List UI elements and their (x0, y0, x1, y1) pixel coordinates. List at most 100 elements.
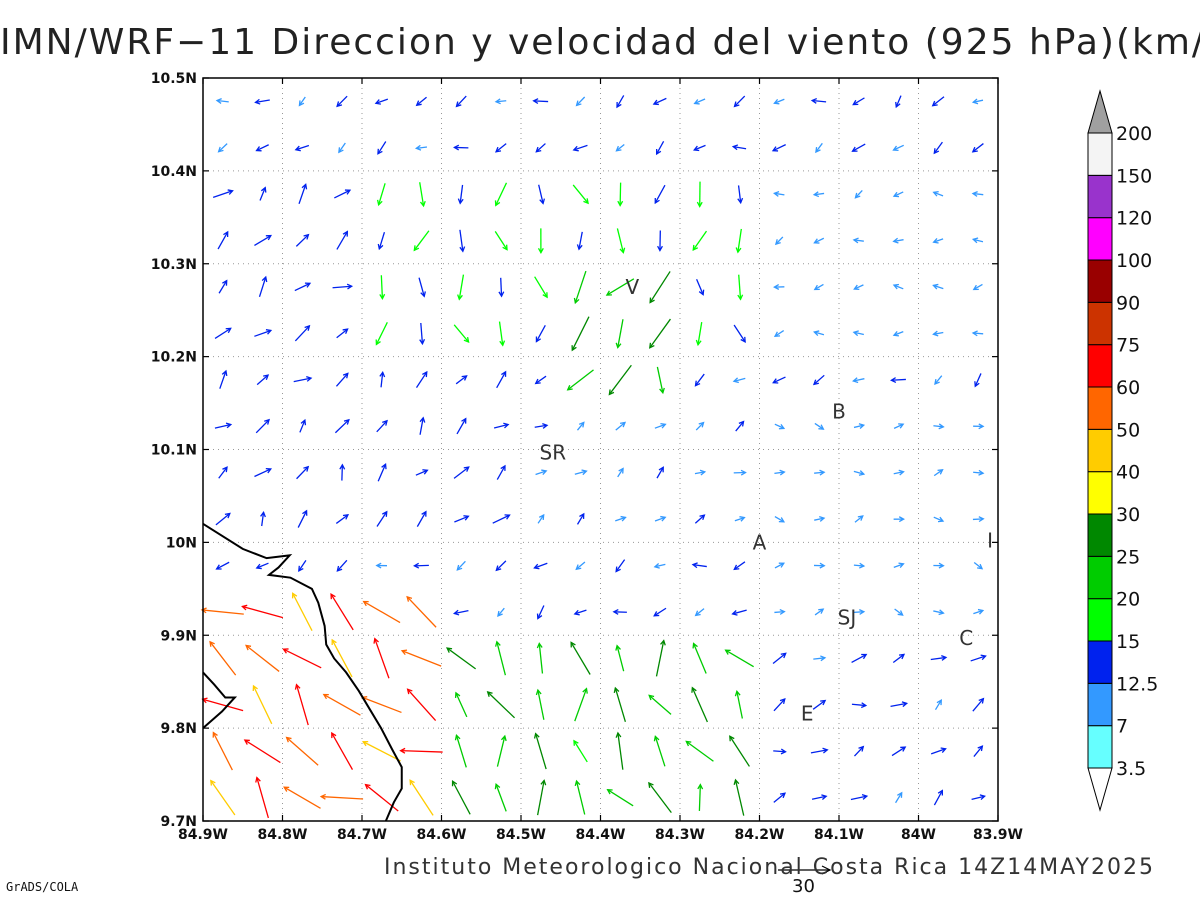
wind-arrow-shaft (534, 276, 548, 298)
wind-arrow (655, 639, 666, 677)
wind-arrow (733, 324, 746, 343)
wind-arrow (654, 422, 667, 429)
wind-arrow (737, 185, 744, 205)
wind-arrow (364, 783, 399, 812)
wind-arrow-head (494, 640, 501, 647)
wind-arrow (362, 600, 401, 624)
wind-arrow-shaft (774, 471, 785, 475)
wind-arrow-head (534, 378, 541, 385)
wind-arrow-shaft (895, 792, 903, 804)
wind-arrow-head (858, 745, 865, 752)
wind-arrow-shaft (496, 371, 507, 389)
wind-arrow (571, 316, 590, 352)
wind-arrow-head (648, 694, 655, 701)
wind-arrow (648, 694, 672, 715)
lon-label: 84.8W (258, 827, 308, 843)
wind-arrow-head (977, 563, 984, 570)
wind-arrow-head (740, 336, 746, 343)
wind-arrow (934, 375, 943, 386)
wind-arrow (419, 182, 426, 208)
wind-arrow-head (494, 146, 502, 153)
wind-arrow-head (937, 469, 944, 475)
colorbar-label: 100 (1116, 250, 1152, 272)
wind-arrow-shaft (534, 562, 548, 569)
wind-arrow-head (375, 562, 382, 569)
wind-arrow (933, 423, 945, 430)
wind-arrow-shaft (212, 732, 233, 771)
wind-arrow-head (773, 331, 781, 337)
wind-arrow-shaft (535, 143, 546, 153)
wind-arrow (971, 143, 984, 153)
wind-arrow (895, 791, 903, 804)
wind-arrow-head (342, 328, 349, 334)
wind-arrow-head (463, 336, 470, 344)
wind-arrow-shaft (814, 237, 825, 244)
wind-arrow (453, 144, 469, 151)
wind-arrow-shaft (535, 733, 547, 770)
wind-arrow-head (978, 697, 985, 704)
wind-arrow-shaft (694, 471, 705, 475)
coastline-line (202, 522, 403, 822)
wind-arrow (252, 684, 273, 725)
colorbar-label: 75 (1116, 335, 1140, 357)
wind-arrow-head (733, 101, 740, 108)
wind-arrow (731, 609, 747, 616)
wind-arrow (814, 469, 826, 476)
wind-arrow-shaft (774, 330, 785, 337)
wind-arrow (773, 748, 787, 755)
wind-arrow (214, 327, 232, 339)
wind-arrow (814, 608, 825, 616)
wind-arrow-shaft (334, 189, 351, 199)
wind-arrow-head (376, 199, 383, 207)
wind-arrow (201, 697, 244, 712)
wind-arrow-shaft (375, 322, 388, 345)
wind-arrow (332, 283, 354, 290)
wind-arrow (576, 512, 585, 525)
colorbar-segment (1087, 598, 1113, 642)
lat-label: 9.9N (160, 628, 197, 644)
wind-arrow-shaft (736, 691, 744, 719)
wind-arrow-shaft (812, 699, 826, 710)
wind-arrow-head (538, 513, 545, 521)
wind-arrow (573, 270, 587, 305)
wind-arrow (376, 510, 388, 527)
wind-arrow-head (780, 748, 787, 755)
wind-arrow (330, 593, 354, 631)
wind-arrow-head (778, 562, 785, 568)
lon-label: 84.7W (337, 827, 387, 843)
lat-label: 9.7N (160, 814, 197, 830)
lon-label: 84.9W (178, 827, 228, 843)
wind-arrow (496, 734, 507, 767)
wind-arrow (331, 731, 354, 770)
wind-arrow (418, 277, 426, 298)
wind-arrow (293, 375, 313, 383)
wind-arrow (299, 418, 307, 433)
place-label: SJ (838, 606, 857, 630)
wind-arrow (331, 638, 353, 678)
wind-arrow-head (339, 463, 346, 470)
wind-arrow (533, 562, 548, 570)
wind-arrow (932, 190, 944, 197)
graticule (203, 78, 998, 821)
wind-arrow (733, 778, 745, 816)
wind-arrow (972, 283, 983, 291)
wind-arrow-head (971, 237, 979, 244)
wind-arrow (566, 369, 594, 391)
wind-arrow-head (419, 338, 426, 346)
wind-arrow-head (382, 510, 388, 517)
wind-arrow-head (504, 514, 511, 520)
wind-arrow-head (537, 247, 544, 255)
wind-arrow-shaft (299, 419, 306, 433)
wind-arrow-shaft (615, 421, 626, 431)
wind-arrow (737, 274, 744, 301)
wind-arrow-shaft (534, 424, 548, 428)
wind-arrow-head (582, 687, 588, 694)
wind-arrow-head (851, 146, 858, 152)
wind-arrow (970, 654, 987, 662)
wind-arrow-shaft (446, 647, 477, 670)
wind-arrow-head (698, 421, 705, 428)
wind-arrow-shaft (695, 422, 705, 431)
wind-arrow (973, 423, 985, 430)
wind-arrow-shaft (295, 144, 310, 151)
wind-arrow-head (897, 610, 904, 616)
